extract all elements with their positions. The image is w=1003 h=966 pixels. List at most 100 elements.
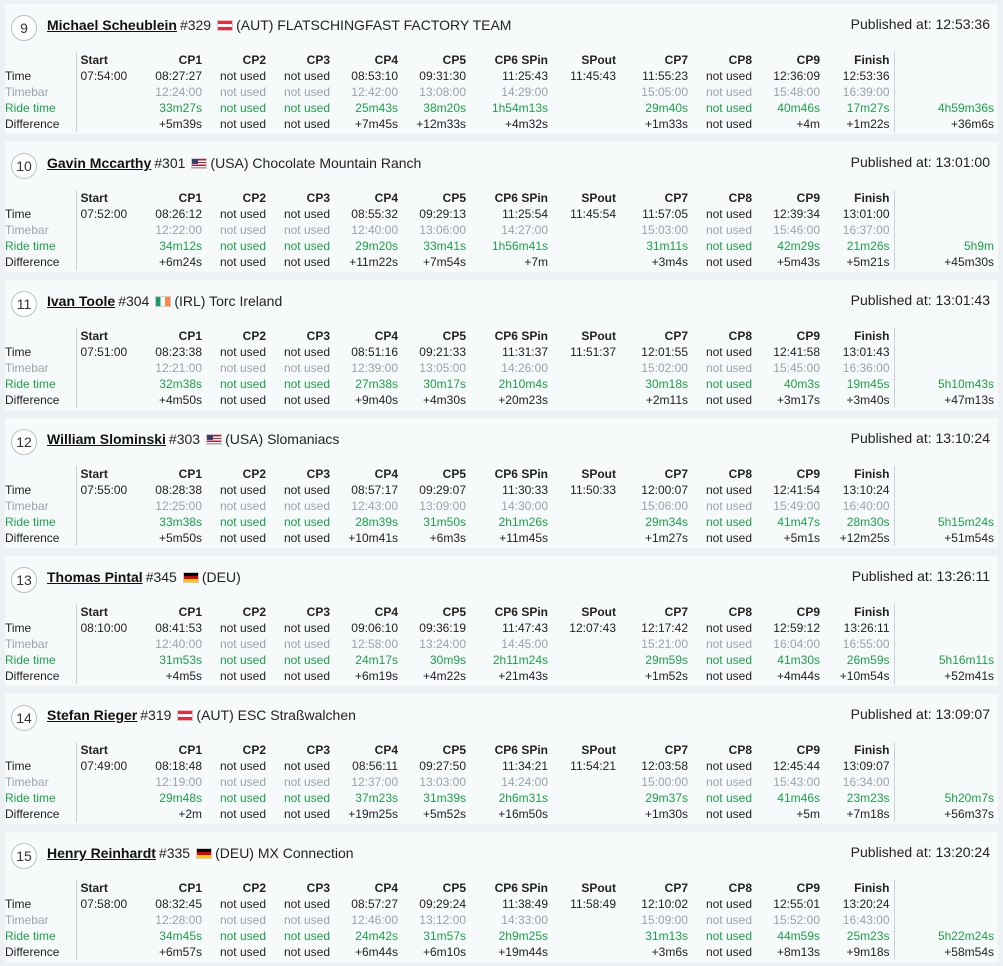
split-cell: 12:53:36: [842, 69, 890, 83]
split-cell: 15:00:00: [641, 775, 688, 789]
column-header: CP1: [178, 605, 202, 619]
column-header: CP2: [242, 329, 266, 343]
column-header: CP4: [374, 881, 398, 895]
rider-info: William Slominski #303 (USA) Slomaniacs: [47, 431, 339, 447]
split-cell: 14:27:00: [501, 223, 548, 237]
row-label: Time: [5, 207, 32, 221]
column-header: CP6 SPin: [494, 605, 548, 619]
split-cell: not used: [283, 929, 330, 943]
split-cell: not used: [219, 945, 266, 959]
split-cell: 13:05:00: [419, 361, 466, 375]
team-name: (AUT) FLATSCHINGFAST FACTORY TEAM: [236, 17, 512, 33]
split-cell: not used: [705, 85, 752, 99]
split-cell: 15:06:00: [641, 499, 688, 513]
split-cell: +5m50s: [158, 531, 202, 545]
split-cell: 12:25:00: [155, 499, 202, 513]
split-cell: 07:55:00: [75, 482, 136, 498]
split-cell: 31m53s: [159, 653, 202, 667]
split-cell: [552, 944, 620, 960]
split-cell: +5m39s: [158, 117, 202, 131]
column-header: Start: [75, 880, 136, 896]
split-cell: 13:01:43: [842, 345, 890, 359]
split-cell: not used: [219, 759, 266, 773]
split-cell: [552, 668, 620, 684]
column-header-empty: [5, 742, 76, 758]
ride-time-row: Ride time 31m53s not used not used 24m17s 30m…: [5, 652, 998, 668]
published-label: Published at:: [851, 568, 937, 584]
published-value: 13:01:43: [935, 292, 991, 308]
split-cell: 29m34s: [645, 515, 688, 529]
split-times-table: Start CP1 CP2 CP3 CP4 CP5 CP6 SPin SPout CP7 CP8 C…: [5, 466, 998, 546]
column-header-row: Start CP1 CP2 CP3 CP4 CP5 CP6 SPin SPout CP7 CP8 C…: [5, 328, 998, 344]
column-header: CP4: [374, 191, 398, 205]
split-cell: not used: [219, 85, 266, 99]
split-cell: 08:56:11: [352, 759, 398, 773]
total-cell: +36m6s: [893, 116, 998, 132]
split-cell: not used: [705, 393, 752, 407]
split-cell: [75, 530, 136, 546]
time-row: Time 07:54:00 08:27:27 not used not used 08:5…: [5, 68, 998, 84]
rider-name-link[interactable]: Henry Reinhardt: [47, 845, 156, 861]
split-cell: +16m50s: [498, 807, 548, 821]
split-cell: +5m52s: [422, 807, 466, 821]
column-header: CP9: [796, 605, 820, 619]
split-cell: +6m57s: [158, 945, 202, 959]
split-cell: [75, 84, 136, 100]
split-cell: [552, 100, 620, 116]
bib-number: #301: [154, 155, 186, 171]
split-cell: 11:51:37: [570, 345, 616, 359]
split-cell: 13:12:00: [419, 913, 466, 927]
column-header: CP8: [728, 467, 752, 481]
position-badge: 11: [11, 291, 37, 317]
timebar-row: Timebar 12:25:00 not used not used 12:43:00 1…: [5, 498, 998, 514]
split-cell: +4m22s: [422, 669, 466, 683]
split-cell: not used: [705, 945, 752, 959]
column-header: CP9: [796, 329, 820, 343]
split-cell: 08:51:16: [351, 345, 398, 359]
ride-time-row: Ride time 29m48s not used not used 37m23s 31m…: [5, 790, 998, 806]
split-cell: [75, 376, 136, 392]
split-cell: +20m23s: [498, 393, 548, 407]
split-cell: 15:46:00: [773, 223, 820, 237]
team-name: (IRL) Torc Ireland: [174, 293, 283, 309]
split-cell: not used: [705, 483, 752, 497]
split-cell: not used: [283, 653, 330, 667]
split-cell: 12:46:00: [351, 913, 398, 927]
rider-name-link[interactable]: Michael Scheublein: [47, 17, 177, 33]
difference-row: Difference +2m not used not used +19m25s +5m5…: [5, 806, 998, 822]
split-cell: 15:09:00: [641, 913, 688, 927]
split-cell: 1h54m13s: [491, 101, 548, 115]
split-cell: not used: [283, 207, 330, 221]
split-cell: 11:45:54: [570, 207, 616, 221]
split-cell: 28m39s: [355, 515, 398, 529]
published-time: Published at: 13:20:24: [851, 844, 990, 860]
split-cell: +2m: [178, 807, 202, 821]
rider-name-link[interactable]: Thomas Pintal: [47, 569, 143, 585]
column-header-empty: [5, 190, 76, 206]
bib-number: #345: [145, 569, 177, 585]
split-cell: [75, 668, 136, 684]
rider-name-link[interactable]: Stefan Rieger: [47, 707, 138, 723]
split-cell: not used: [283, 531, 330, 545]
column-header: CP4: [374, 329, 398, 343]
split-cell: not used: [283, 897, 330, 911]
rider-name-link[interactable]: Gavin Mccarthy: [47, 155, 152, 171]
split-cell: 12:58:00: [351, 637, 398, 651]
column-header: CP1: [178, 467, 202, 481]
position-badge: 9: [11, 15, 37, 41]
column-header: CP7: [664, 881, 688, 895]
split-cell: 14:29:00: [501, 85, 548, 99]
total-cell: [893, 636, 998, 652]
split-cell: 11:57:05: [642, 207, 688, 221]
split-cell: +8m13s: [776, 945, 820, 959]
rider-name-link[interactable]: Ivan Toole: [47, 293, 116, 309]
column-header: CP7: [664, 329, 688, 343]
row-label: Time: [5, 483, 32, 497]
split-cell: not used: [283, 621, 330, 635]
split-cell: 11:45:43: [570, 69, 616, 83]
split-cell: [552, 806, 620, 822]
rider-name-link[interactable]: William Slominski: [47, 431, 166, 447]
split-cell: 07:54:00: [75, 68, 136, 84]
difference-row: Difference +4m50s not used not used +9m40s +4…: [5, 392, 998, 408]
result-card: 10 Gavin Mccarthy #301 (USA) Chocolate Mou…: [5, 142, 998, 272]
